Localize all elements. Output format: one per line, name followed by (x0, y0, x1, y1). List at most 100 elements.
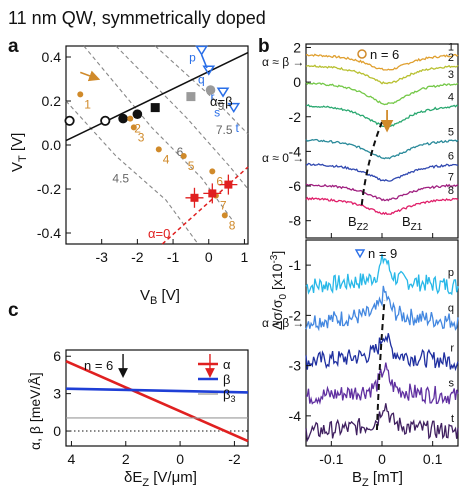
marker-alpha-beta-bottom: α ≈ β → (262, 316, 304, 330)
marker-alpha-zero-top: α ≈ 0 → (262, 151, 304, 165)
series-line (65, 387, 249, 394)
figure-title: 11 nm QW, symmetrically doped (8, 8, 266, 28)
iso-line (115, 45, 249, 190)
panel-a-alpha-zero-label: α=0 (148, 226, 170, 241)
trace-label: 8 (448, 185, 454, 197)
trace-curve (305, 53, 459, 71)
blue-arrow (200, 54, 208, 69)
red-point (208, 189, 217, 198)
trace-label: t (451, 413, 454, 425)
y-tick-label: 0 (293, 74, 301, 90)
x-tick-label: 0 (378, 451, 386, 467)
blue-point-label: r (211, 90, 215, 104)
orange-point (180, 153, 187, 159)
panel-a-alpha-beta-label: α=β (210, 94, 233, 109)
x-tick-label: 4 (68, 451, 76, 467)
y-tick-label: -1 (289, 257, 302, 273)
blue-triangle-point (202, 65, 216, 76)
panel-c-label: c (8, 300, 19, 321)
panel-a-label: a (8, 36, 19, 57)
marker-alpha-beta-top: α ≈ β → (262, 55, 304, 69)
bz2-guide (360, 121, 383, 206)
y-tick-label: -2 (289, 307, 302, 323)
x-tick-label: 0 (176, 451, 184, 467)
trace-label: 2 (448, 52, 454, 64)
alpha-beta-line (65, 51, 249, 142)
blue-point-label: p (189, 50, 196, 64)
trace-curve (305, 285, 459, 332)
x-tick-label: -2 (131, 249, 144, 265)
trace-label: r (450, 343, 454, 355)
trace-curve (305, 81, 459, 106)
orange-point-label: 4 (163, 152, 170, 166)
panel-c-x-axis-label: δEZ [V/μm] (124, 469, 197, 489)
y-tick-label: -4 (289, 408, 302, 424)
gray-point (205, 85, 216, 95)
orange-point-label: 6 (216, 174, 223, 188)
blue-point-label: t (236, 121, 240, 135)
iso-line (65, 100, 199, 245)
orange-point-label: 7 (220, 199, 227, 213)
x-tick-label: -1 (167, 249, 180, 265)
trace-label: p (448, 267, 454, 279)
y-tick-label: -3 (289, 358, 302, 374)
trace-curve (305, 183, 459, 202)
orange-point-label: 8 (229, 218, 236, 232)
legend-label: β (223, 372, 230, 387)
blue-point-label: s (214, 105, 220, 119)
y-tick-label: 0.4 (42, 49, 62, 65)
iso-label: 4.5 (112, 171, 129, 185)
panel-b-bottom-legend: n = 9 (354, 246, 397, 261)
black-point (132, 109, 143, 119)
iso-line (154, 45, 249, 135)
iso-line (83, 45, 235, 223)
y-tick-label: -2 (289, 109, 302, 125)
orange-point (127, 115, 134, 122)
orange-point (209, 168, 216, 175)
trace-label: 7 (448, 171, 454, 183)
iso-label: 6 (177, 145, 184, 159)
orange-point-label: 2 (134, 122, 141, 136)
blue-triangle-point (227, 102, 241, 114)
bottom-guide (375, 299, 386, 431)
trace-label: 3 (448, 69, 454, 81)
blue-triangle-point (216, 87, 230, 98)
y-tick-label: -0.4 (37, 225, 61, 241)
trace-curve (305, 138, 459, 160)
alpha-zero-line (161, 166, 249, 245)
panel-b-ticks: 2 0 -2 -4 -6 -8 -1 -2 -3 -4 -0.1 0 0.1 (289, 39, 443, 467)
y-tick-label: -6 (289, 178, 302, 194)
panel-b-top-legend: n = 6 (357, 47, 399, 62)
orange-circle-marker (357, 49, 367, 59)
panel-c-legend-title: n = 6 (84, 358, 113, 373)
gray-square-point (186, 92, 196, 102)
panel-c-series (65, 354, 249, 443)
panel-a-y-ticks: 0.4 0.2 0.0 -0.2 -0.4 (37, 49, 71, 241)
legend-label: β3 (223, 387, 236, 404)
blue-triangle-marker (354, 249, 366, 259)
panel-a-reference-lines (65, 51, 249, 245)
orange-point-label: 3 (138, 130, 145, 144)
y-tick-label: 6 (53, 348, 61, 364)
panel-b-label: b (258, 36, 270, 57)
bz1-label: BZ1 (402, 214, 423, 233)
x-tick-label: -2 (228, 451, 241, 467)
y-tick-label: 0 (53, 423, 61, 439)
trace-label: 5 (448, 126, 454, 138)
y-tick-label: 2 (293, 39, 301, 55)
panel-b-bottom-legend-text: n = 9 (368, 246, 397, 261)
hollow-point (64, 115, 75, 126)
legend-label-sub: 3 (230, 394, 235, 404)
trace-curve (305, 333, 459, 372)
orange-point (130, 124, 137, 131)
black-point (118, 113, 128, 124)
trace-curve (305, 64, 459, 85)
y-tick-label: 3 (53, 386, 61, 402)
panel-b-y-axis-label: Δσ/σ0 [x10-3] (269, 251, 289, 330)
trace-label: q (448, 302, 454, 314)
orange-arrow (79, 70, 101, 82)
